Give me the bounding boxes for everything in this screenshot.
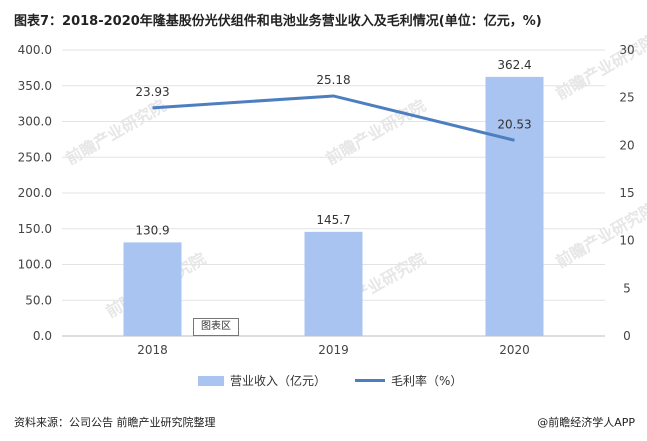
margin-line bbox=[152, 94, 515, 142]
legend-swatch-line bbox=[355, 379, 385, 382]
legend-item-margin: 毛利率（%） bbox=[355, 372, 462, 389]
y-left-tick-label: 400.0 bbox=[18, 43, 52, 57]
legend-label-revenue: 营业收入（亿元） bbox=[230, 374, 327, 388]
line-series bbox=[152, 94, 515, 142]
y-left-tick-label: 300.0 bbox=[18, 115, 52, 129]
axis-ticks: 0.0 50.0 100.0 150.0 200.0 250.0 300.0 350.0 400… bbox=[18, 43, 635, 357]
y-left-tick-label: 200.0 bbox=[18, 186, 52, 200]
y-left-tick-label: 50.0 bbox=[25, 293, 52, 307]
legend-swatch-bar bbox=[198, 375, 224, 386]
margin-data-label: 23.93 bbox=[135, 85, 169, 99]
revenue-data-label: 362.4 bbox=[497, 58, 531, 72]
y-right-tick-label: 0 bbox=[623, 329, 631, 343]
y-right-tick-label: 5 bbox=[623, 281, 631, 295]
margin-data-label: 25.18 bbox=[316, 73, 350, 87]
x-tick-label: 2019 bbox=[318, 343, 349, 357]
x-tick-label: 2018 bbox=[137, 343, 168, 357]
margin-data-label: 20.53 bbox=[497, 117, 531, 131]
chart-area-label: 图表区 bbox=[193, 318, 239, 336]
y-left-tick-label: 150.0 bbox=[18, 222, 52, 236]
y-right-tick-label: 30 bbox=[619, 43, 634, 57]
revenue-bar bbox=[304, 231, 363, 336]
legend: 营业收入（亿元） 毛利率（%） bbox=[0, 372, 647, 392]
x-tick-label: 2020 bbox=[499, 343, 530, 357]
y-left-tick-label: 350.0 bbox=[18, 79, 52, 93]
y-left-tick-label: 0.0 bbox=[33, 329, 52, 343]
chart-title: 图表7：2018-2020年隆基股份光伏组件和电池业务营业收入及毛利情况(单位：… bbox=[14, 14, 542, 29]
y-right-tick-label: 10 bbox=[619, 234, 634, 248]
y-right-tick-label: 20 bbox=[619, 138, 634, 152]
revenue-data-label: 130.9 bbox=[135, 223, 169, 237]
source-note: 资料来源：公司公告 前瞻产业研究院整理 bbox=[14, 416, 216, 429]
legend-label-margin: 毛利率（%） bbox=[391, 374, 463, 388]
y-left-tick-label: 100.0 bbox=[18, 258, 52, 272]
y-right-tick-label: 15 bbox=[619, 186, 634, 200]
bar-series bbox=[123, 76, 544, 336]
revenue-bar bbox=[123, 242, 182, 336]
revenue-bar bbox=[485, 76, 544, 336]
data-labels: 130.9 145.7 362.4 23.93 25.18 20.53 bbox=[135, 58, 531, 238]
legend-item-revenue: 营业收入（亿元） bbox=[198, 372, 326, 389]
brand-credit: @前瞻经济学人APP bbox=[537, 416, 635, 429]
y-left-tick-label: 250.0 bbox=[18, 150, 52, 164]
y-right-tick-label: 25 bbox=[619, 91, 634, 105]
revenue-data-label: 145.7 bbox=[316, 213, 350, 227]
